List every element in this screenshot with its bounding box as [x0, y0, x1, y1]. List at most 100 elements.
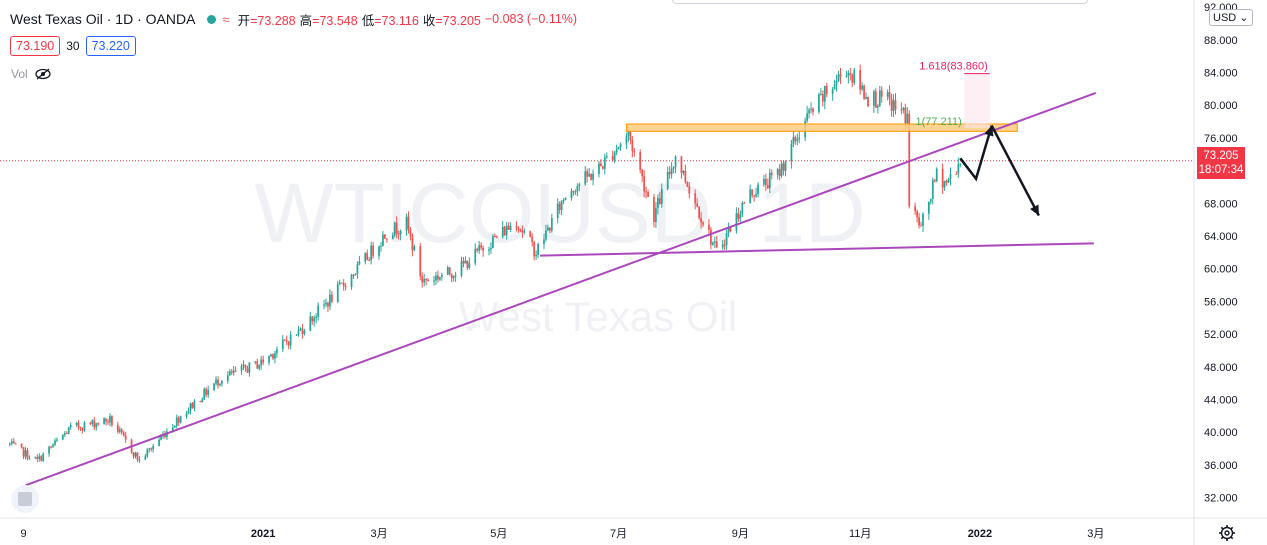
volume-legend[interactable]: Vol — [11, 67, 52, 81]
candle-body — [725, 232, 728, 245]
candle-body — [354, 273, 357, 276]
y-tick-label: 44.000 — [1204, 394, 1238, 406]
candle-body — [533, 242, 536, 257]
candle-body — [945, 181, 948, 183]
candle-body — [285, 340, 288, 342]
candle-body — [590, 173, 592, 180]
gear-icon[interactable] — [1218, 524, 1236, 542]
candle-body — [272, 354, 274, 359]
candle-body — [175, 417, 178, 427]
sell-button[interactable]: 73.190 — [10, 36, 61, 56]
candle-body — [656, 198, 659, 208]
candle-body — [867, 96, 869, 107]
candle-body — [531, 236, 534, 243]
candle-body — [680, 156, 683, 173]
candle-body — [821, 93, 824, 102]
candle-body — [723, 244, 726, 246]
candle-body — [193, 401, 196, 409]
candle-body — [448, 267, 451, 275]
candle-body — [957, 164, 960, 174]
candle-body — [10, 441, 13, 444]
candle-body — [586, 171, 589, 177]
resistance-zone — [625, 123, 1018, 132]
candle-body — [914, 206, 917, 212]
y-tick-label: 64.000 — [1204, 231, 1238, 243]
y-tick-label: 56.000 — [1204, 296, 1238, 308]
candle-body — [262, 359, 265, 363]
candle-body — [28, 458, 31, 460]
y-tick-label: 60.000 — [1204, 264, 1238, 276]
candle-body — [26, 450, 29, 459]
candle-body — [478, 245, 481, 251]
candle-body — [955, 173, 958, 175]
y-tick-label: 80.000 — [1204, 100, 1238, 112]
candle-body — [558, 203, 561, 211]
candle-body — [189, 403, 192, 411]
candle-body — [794, 137, 797, 142]
candle-body — [315, 316, 318, 318]
symbol-title[interactable]: West Texas Oil · 1D · OANDA — [10, 11, 196, 27]
low-value: 低=73.116 — [361, 13, 419, 28]
candle-body — [327, 302, 329, 307]
candle-body — [460, 261, 463, 276]
candle-body — [260, 359, 263, 366]
candle-body — [833, 84, 836, 90]
candle-body — [299, 328, 302, 330]
buy-button[interactable]: 73.220 — [85, 36, 136, 56]
candle-body — [187, 410, 190, 414]
candle-body — [941, 168, 944, 188]
candle-body — [886, 92, 889, 97]
candle-body — [741, 202, 744, 215]
candle-body — [352, 274, 355, 276]
candle-body — [22, 447, 25, 457]
close-value: 收=73.205 — [422, 13, 481, 28]
candle-body — [780, 163, 783, 177]
candle-body — [908, 113, 911, 207]
candle-body — [116, 424, 119, 432]
x-tick-label: 11月 — [849, 528, 871, 540]
candle-body — [480, 245, 483, 248]
candle-body — [501, 226, 504, 237]
candle-body — [203, 388, 206, 400]
candle-body — [8, 443, 11, 445]
candle-body — [144, 456, 147, 460]
eye-slash-icon[interactable] — [34, 68, 52, 80]
candle-body — [943, 181, 946, 188]
candle-body — [682, 170, 685, 173]
candle-body — [437, 275, 439, 280]
candle-body — [40, 456, 43, 461]
candle-body — [668, 171, 671, 175]
candle-body — [427, 280, 429, 282]
candle-body — [819, 93, 822, 95]
wave-icon: ≈ — [222, 11, 230, 27]
candle-body — [244, 364, 247, 369]
candle-body — [727, 227, 730, 233]
candle-body — [737, 213, 740, 219]
candle-body — [698, 206, 701, 218]
candle-body — [378, 246, 380, 256]
candle-body — [755, 194, 757, 197]
candle-body — [446, 267, 449, 275]
candle-body — [124, 435, 127, 440]
candle-body — [83, 422, 86, 431]
candle-body — [81, 428, 84, 431]
y-tick-label: 68.000 — [1204, 198, 1238, 210]
candle-body — [230, 371, 233, 373]
x-tick-label: 9月 — [732, 528, 749, 540]
candle-body — [588, 173, 591, 177]
candle-body — [835, 80, 838, 85]
candle-body — [784, 161, 787, 171]
candle-body — [729, 227, 732, 232]
candle-body — [863, 85, 865, 99]
reset-chart-button[interactable] — [11, 485, 39, 513]
last-price-value: 73.205 — [1203, 150, 1239, 162]
candle-body — [922, 213, 924, 226]
candle-body — [743, 202, 746, 204]
currency-select[interactable]: USD ⌄ — [1209, 9, 1253, 26]
candle-body — [177, 417, 180, 423]
candle-body — [468, 263, 471, 268]
candle-body — [450, 274, 453, 279]
x-tick-label: 3月 — [370, 528, 387, 540]
